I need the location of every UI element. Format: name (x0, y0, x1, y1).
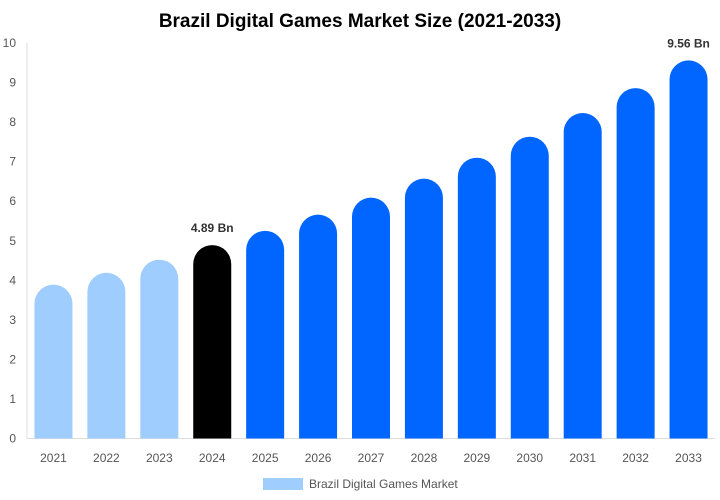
x-tick-label: 2028 (411, 451, 438, 465)
x-tick-label: 2027 (358, 451, 385, 465)
y-tick-label: 2 (9, 352, 16, 366)
data-label-2033: 9.56 Bn (667, 36, 710, 50)
bar-2030[interactable] (510, 136, 549, 439)
y-tick-label: 5 (9, 234, 16, 248)
data-label-2024: 4.89 Bn (191, 221, 234, 235)
legend-label: Brazil Digital Games Market (309, 477, 458, 491)
y-tick-label: 7 (9, 155, 16, 169)
bar-2024[interactable] (193, 245, 232, 439)
y-tick-label: 6 (9, 194, 16, 208)
y-tick-label: 9 (9, 76, 16, 90)
bar-2021[interactable] (34, 284, 73, 439)
x-axis: 2021 2022 2023 2024 2025 2026 2027 2028 2029 2030… (27, 438, 715, 465)
y-tick-label: 3 (9, 313, 16, 327)
bar-2028[interactable] (404, 178, 443, 439)
y-axis: 0 1 2 3 4 5 6 7 8 9 10 (3, 36, 28, 446)
x-tick-label: 2025 (252, 451, 279, 465)
legend[interactable]: Brazil Digital Games Market (263, 477, 458, 491)
x-tick-label: 2026 (305, 451, 332, 465)
bar-2025[interactable] (246, 230, 285, 439)
y-tick-label: 4 (9, 273, 16, 287)
data-labels: 4.89 Bn 9.56 Bn (191, 36, 710, 235)
x-tick-label: 2023 (146, 451, 173, 465)
bar-2022[interactable] (87, 272, 126, 439)
x-tick-label: 2029 (463, 451, 490, 465)
bar-2031[interactable] (563, 113, 602, 439)
y-tick-label: 1 (9, 392, 16, 406)
x-tick-label: 2033 (675, 451, 702, 465)
y-tick-label: 0 (9, 432, 16, 446)
bar-2029[interactable] (457, 157, 496, 439)
y-tick-label: 8 (9, 115, 16, 129)
x-tick-label: 2031 (569, 451, 596, 465)
bar-2026[interactable] (299, 214, 338, 439)
legend-swatch (263, 478, 303, 490)
bar-2023[interactable] (140, 259, 179, 439)
x-tick-label: 2024 (199, 451, 226, 465)
bars (34, 60, 708, 439)
chart-title: Brazil Digital Games Market Size (2021-2… (159, 11, 561, 32)
y-tick-label: 10 (3, 36, 17, 50)
bar-2027[interactable] (352, 197, 390, 439)
x-tick-label: 2030 (516, 451, 543, 465)
bar-2032[interactable] (616, 88, 655, 439)
x-tick-label: 2022 (93, 451, 120, 465)
bar-2033[interactable] (669, 60, 708, 439)
x-tick-label: 2032 (622, 451, 649, 465)
x-tick-label: 2021 (40, 451, 67, 465)
